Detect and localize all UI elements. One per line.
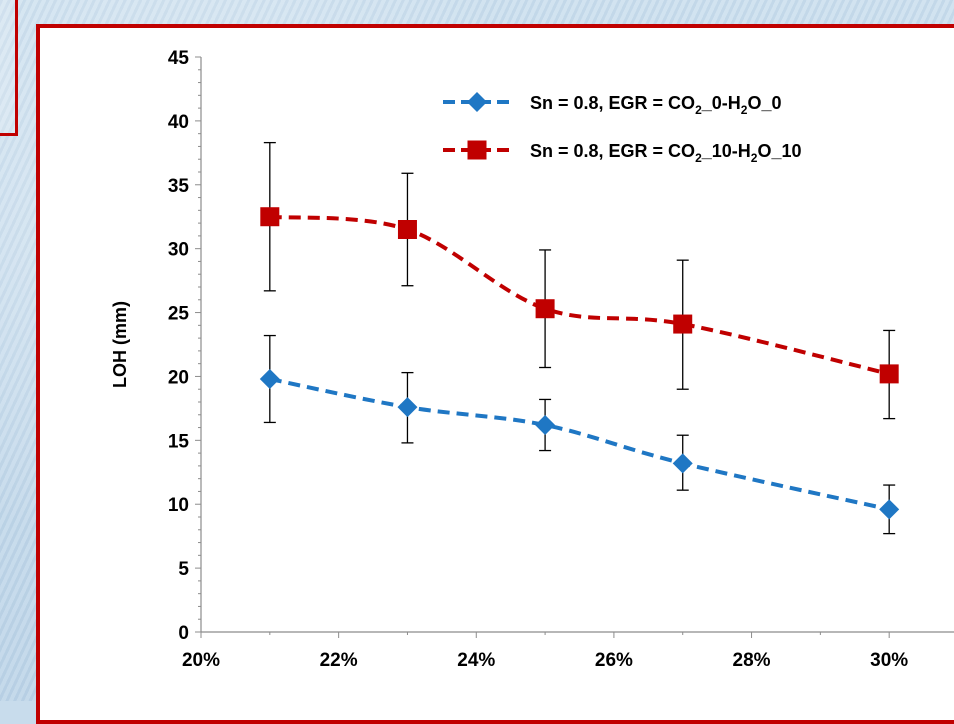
square-data-point <box>673 314 693 334</box>
series-line <box>269 377 890 512</box>
diamond-data-point <box>397 397 418 418</box>
series-group <box>260 141 899 420</box>
x-tick-label: 20% <box>182 650 220 671</box>
line-chart: 0 5 10 15 20 25 30 35 40 45 20% 22% 24% 26% 28% 30% Sn … <box>110 48 954 671</box>
legend-subscript: 2 <box>751 151 758 165</box>
legend-text-part: Sn = 0.8, EGR = CO <box>530 141 695 161</box>
legend-subscript: 2 <box>741 103 748 117</box>
legend-entry-label: Sn = 0.8, EGR = CO2_10-H2O_10 <box>530 141 802 165</box>
chart-series-layer <box>259 141 900 535</box>
x-tick-label: 28% <box>733 650 771 671</box>
y-tick-label: 40 <box>168 112 189 133</box>
square-data-point <box>397 220 417 239</box>
series-group <box>259 334 900 535</box>
legend-square-marker <box>467 140 487 160</box>
y-tick-label: 30 <box>168 240 189 261</box>
y-axis-title: LOH (mm) <box>110 301 130 388</box>
x-tick-label: 30% <box>870 650 908 671</box>
chart-axes: 0 5 10 15 20 25 30 35 40 45 20% 22% 24% 26% 28% 30% <box>168 48 954 671</box>
legend-subscript: 2 <box>695 151 702 165</box>
square-data-point <box>260 207 280 227</box>
y-tick-label: 25 <box>168 304 190 325</box>
x-tick-label: 24% <box>457 650 495 671</box>
x-tick-label: 22% <box>320 650 358 671</box>
square-data-point <box>535 299 555 319</box>
chart-frame <box>36 24 954 724</box>
x-tick-label: 26% <box>595 650 633 671</box>
legend-text-part: O_10 <box>757 141 801 161</box>
diamond-data-point <box>672 453 693 474</box>
legend-text-part: _10-H <box>701 141 751 161</box>
legend-text-part: _0-H <box>701 93 741 113</box>
y-tick-label: 5 <box>178 559 189 580</box>
y-tick-label: 45 <box>168 48 190 69</box>
diamond-data-point <box>879 499 900 520</box>
legend-entry-label: Sn = 0.8, EGR = CO2_0-H2O_0 <box>530 93 781 117</box>
y-tick-label: 0 <box>178 623 189 644</box>
y-tick-label: 10 <box>168 495 189 516</box>
legend-diamond-marker <box>467 92 487 112</box>
legend-subscript: 2 <box>695 103 702 117</box>
y-tick-label: 15 <box>168 431 190 452</box>
y-tick-label: 35 <box>168 176 190 197</box>
legend-text-part: O_0 <box>747 93 781 113</box>
side-decoration-box <box>0 0 18 136</box>
diamond-data-point <box>535 415 556 435</box>
square-data-point <box>879 364 899 384</box>
chart-legend: Sn = 0.8, EGR = CO2_0-H2O_0Sn = 0.8, EGR… <box>443 92 802 165</box>
y-tick-label: 20 <box>168 367 189 388</box>
legend-text-part: Sn = 0.8, EGR = CO <box>530 93 695 113</box>
series-line <box>269 214 890 376</box>
diamond-data-point <box>259 369 280 389</box>
